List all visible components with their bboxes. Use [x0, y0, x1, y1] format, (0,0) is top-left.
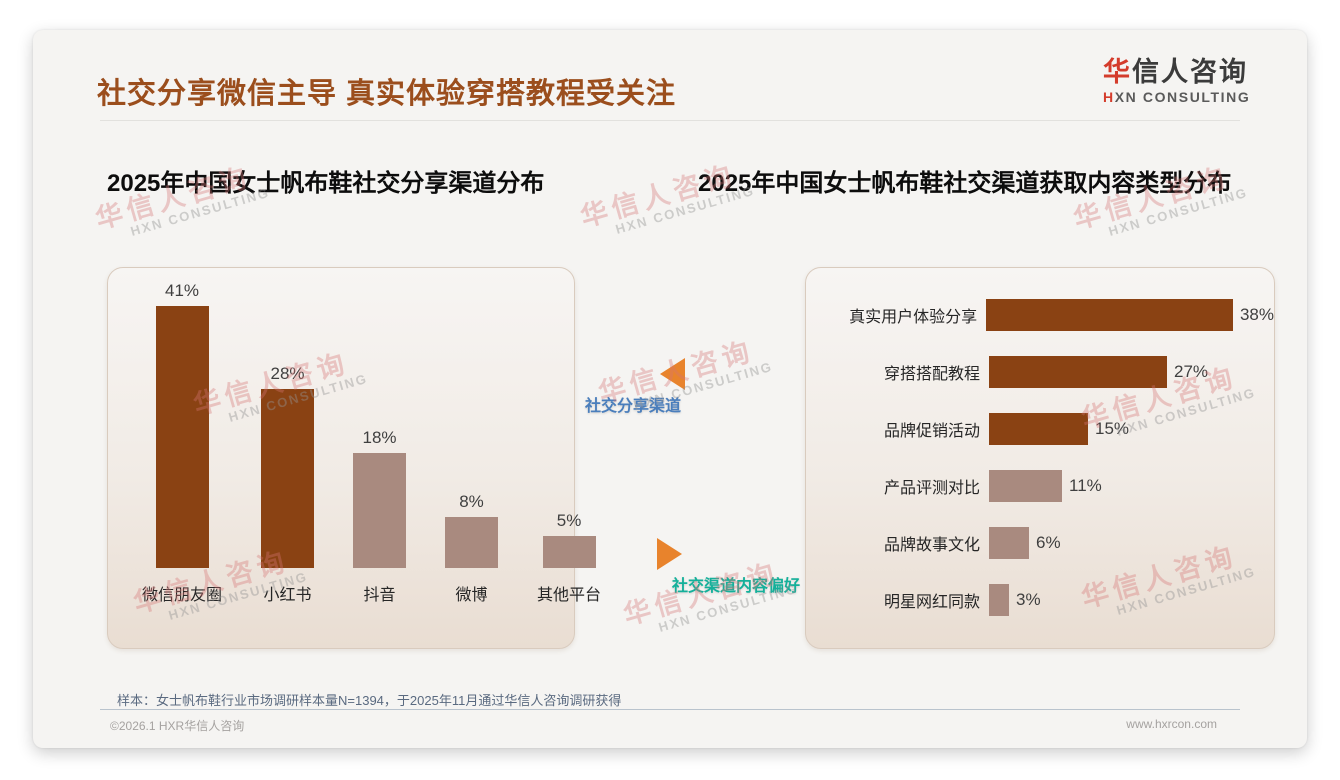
arrow-right-icon [657, 538, 682, 570]
bar [261, 389, 315, 568]
bar-category-label: 品牌促销活动 [883, 423, 980, 440]
connector-content-preference: 社交渠道内容偏好 [657, 538, 847, 596]
logo-text-zh: 华信人咨询 [1103, 57, 1250, 88]
right-chart-title: 2025年中国女士帆布鞋社交渠道获取内容类型分布 [698, 170, 1232, 197]
report-slide: 社交分享微信主导 真实体验穿搭教程受关注 华信人咨询 HXN CONSULTIN… [33, 30, 1307, 748]
page-title: 社交分享微信主导 真实体验穿搭教程受关注 [97, 78, 677, 110]
bar-row-0: 真实用户体验分享 38% [810, 299, 1274, 331]
bar-value: 6% [1036, 533, 1061, 552]
connector-label: 社交分享渠道 [585, 398, 682, 415]
logo-en-accent: H [1103, 88, 1115, 105]
connector-label: 社交渠道内容偏好 [672, 578, 801, 595]
right-chart-card: 真实用户体验分享 38% 穿搭搭配教程 27% 品牌促销活动 15% 产品评测对比 11% 品牌… [805, 267, 1275, 649]
logo-text-en: HXN CONSULTING [1103, 88, 1251, 105]
logo-zh-rest: 信人咨询 [1132, 57, 1248, 87]
bar [989, 470, 1062, 502]
bar-value: 15% [1095, 419, 1130, 438]
bar [445, 517, 499, 568]
bar [353, 453, 407, 568]
horizontal-bar-chart: 真实用户体验分享 38% 穿搭搭配教程 27% 品牌促销活动 15% 产品评测对比 11% 品牌… [810, 299, 1274, 616]
bar [155, 306, 209, 568]
bar-row-3: 产品评测对比 11% [810, 470, 1274, 502]
bar [542, 536, 596, 568]
left-chart-title: 2025年中国女士帆布鞋社交分享渠道分布 [107, 170, 545, 197]
bar-value: 27% [1174, 362, 1209, 381]
note-divider [100, 709, 1240, 710]
logo-en-rest: XN CONSULTING [1114, 88, 1251, 105]
bar [986, 299, 1233, 331]
footer-website: www.hxrcon.com [1126, 717, 1217, 731]
bar-column-1: 28% 小红书 [261, 268, 315, 608]
footer-copyright: ©2026.1 HXR华信人咨询 [110, 719, 245, 733]
bar-value: 18% [362, 428, 397, 447]
bar-value: 5% [556, 511, 582, 530]
bar-category-label: 微信朋友圈 [142, 587, 223, 604]
left-chart-card: 41% 微信朋友圈 28% 小红书 18% 抖音 8% 微博 5% 其他平台 [107, 267, 601, 649]
bar-column-2: 18% 抖音 [353, 268, 407, 608]
bar [989, 356, 1167, 388]
bar-category-label: 穿搭搭配教程 [883, 366, 980, 383]
bar-category-label: 真实用户体验分享 [849, 309, 978, 326]
bar-category-label: 抖音 [363, 587, 396, 604]
bar-column-3: 8% 微博 [445, 268, 499, 608]
bar [989, 527, 1029, 559]
bar-row-5: 明星网红同款 3% [810, 584, 1274, 616]
sample-note: 样本：女士帆布鞋行业市场调研样本量N=1394，于2025年11月通过华信人咨询… [117, 693, 622, 708]
bar-column-0: 41% 微信朋友圈 [142, 268, 222, 608]
header-divider [100, 120, 1240, 121]
bar-category-label: 其他平台 [537, 587, 602, 604]
bar-row-4: 品牌故事文化 6% [810, 527, 1274, 559]
vertical-bar-chart: 41% 微信朋友圈 28% 小红书 18% 抖音 8% 微博 5% 其他平台 [108, 268, 601, 608]
bar-value: 11% [1069, 476, 1102, 495]
bar-value: 8% [459, 492, 484, 511]
bar-category-label: 产品评测对比 [883, 480, 980, 497]
bar-category-label: 微博 [455, 587, 488, 604]
bar [989, 584, 1009, 616]
bar-value: 3% [1016, 590, 1041, 609]
logo-zh-accent: 华 [1103, 57, 1132, 87]
bar-value: 41% [164, 281, 200, 300]
bar-category-label: 明星网红同款 [883, 594, 980, 611]
bar [989, 413, 1088, 445]
bar-category-label: 品牌故事文化 [883, 537, 980, 554]
bar-column-4: 5% 其他平台 [537, 268, 601, 608]
bar-row-1: 穿搭搭配教程 27% [810, 356, 1274, 388]
company-logo: 华信人咨询 HXN CONSULTING [1103, 57, 1251, 105]
bar-value: 38% [1239, 305, 1274, 324]
bar-category-label: 小红书 [263, 587, 312, 604]
bar-value: 28% [270, 364, 305, 383]
bar-row-2: 品牌促销活动 15% [810, 413, 1274, 445]
arrow-left-icon [660, 358, 685, 390]
connector-share-channels: 社交分享渠道 [585, 358, 745, 416]
